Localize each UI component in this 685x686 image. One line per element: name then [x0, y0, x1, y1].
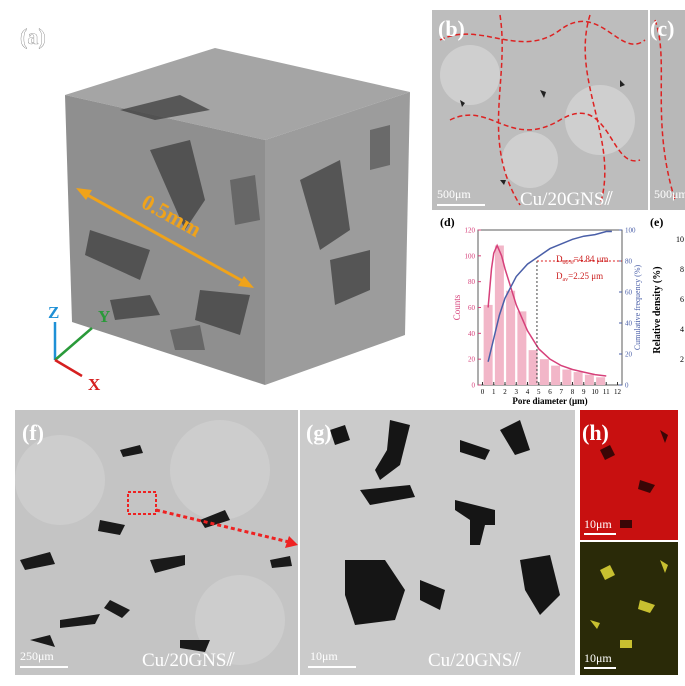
y-tick-label: 60	[468, 304, 476, 312]
x-tick-label: 0	[481, 388, 485, 396]
y-axis-label: Relative density (%)	[652, 266, 663, 353]
y-tick-label: 100	[465, 252, 476, 260]
axis-y: Y	[98, 307, 110, 326]
sem-image: (c) 500μm	[650, 10, 685, 210]
bar	[539, 359, 549, 385]
y-tick-label: 20	[468, 356, 476, 364]
y-tick-label: 40	[468, 330, 476, 338]
panel-label: (c)	[650, 16, 674, 41]
panel-label: (h)	[582, 420, 609, 445]
x-tick-label: 8	[571, 388, 575, 396]
sem-image	[300, 410, 575, 675]
panel-label: (b)	[438, 16, 465, 41]
line	[487, 243, 607, 377]
y2-tick-label: 20	[625, 351, 633, 359]
bar	[551, 365, 561, 385]
tick-label: 10	[676, 235, 684, 244]
x-tick-label: 1	[492, 388, 496, 396]
panel-label: (f)	[22, 420, 44, 445]
cube-image	[65, 48, 410, 385]
y2-tick-label: 80	[625, 258, 633, 266]
annotation: Dav=2.25 μm	[556, 271, 603, 283]
bar	[562, 369, 572, 385]
annotation-main: D	[556, 271, 563, 281]
caption: Cu/20GNS⫽	[142, 650, 235, 671]
y-axis-label: Counts	[452, 294, 462, 320]
annotation-main: D	[556, 254, 563, 264]
x-tick-label: 7	[560, 388, 564, 396]
x-tick-label: 10	[592, 388, 600, 396]
annotation-sub: av	[563, 277, 569, 283]
annotation: D80%=4.84 μm	[556, 254, 608, 266]
tick-label: 4	[680, 325, 684, 334]
sem-image	[15, 410, 298, 675]
axis-x: X	[88, 375, 101, 394]
x-axis-label: Pore diameter (μm)	[512, 396, 587, 406]
bar	[506, 290, 516, 385]
panel-label: (a)	[20, 24, 46, 49]
bar	[517, 311, 527, 385]
y2-tick-label: 40	[625, 320, 633, 328]
panel-label: (g)	[306, 420, 332, 445]
tick-label: 6	[680, 295, 684, 304]
x-tick-label: 2	[503, 388, 507, 396]
scale-text: 500μm	[654, 187, 685, 201]
scale-text: 10μm	[584, 517, 612, 531]
x-tick-label: 6	[548, 388, 552, 396]
x-tick-label: 11	[603, 388, 610, 396]
axis-triad	[53, 322, 93, 378]
caption: Cu/20GNS⫽	[428, 650, 521, 671]
x-tick-label: 9	[582, 388, 586, 396]
y-tick-label: 0	[472, 382, 476, 390]
bar	[573, 372, 583, 385]
annotation-rest: =2.25 μm	[568, 271, 603, 281]
annotation-rest: =4.84 μm	[574, 254, 609, 264]
bar	[584, 374, 594, 385]
bar	[528, 350, 538, 385]
line	[487, 230, 612, 362]
x-tick-label: 12	[614, 388, 622, 396]
x-tick-label: 3	[515, 388, 519, 396]
scale-arrow	[76, 188, 254, 288]
scale-text: 500μm	[437, 187, 471, 201]
scale-text: 10μm	[584, 651, 612, 665]
panel-label: (d)	[440, 215, 455, 229]
scale-text: 250μm	[20, 649, 54, 663]
eds-map	[580, 410, 678, 675]
y-tick-label: 80	[468, 278, 476, 286]
panel-label: (e)	[650, 215, 663, 229]
y2-tick-label: 60	[625, 289, 633, 297]
y2-tick-label: 0	[625, 382, 629, 390]
caption: Cu/20GNS⫽	[520, 189, 613, 210]
x-tick-label: 4	[526, 388, 530, 396]
tick-label: 8	[680, 265, 684, 274]
tick-label: 2	[680, 355, 684, 364]
bar	[483, 304, 493, 385]
y2-axis-label: Cumulative frequency (%)	[633, 265, 642, 351]
y2-tick-label: 100	[625, 227, 636, 235]
y-tick-label: 120	[465, 227, 476, 235]
bar	[596, 377, 606, 385]
axis-z: Z	[48, 303, 59, 322]
annotation-sub: 80%	[563, 260, 574, 266]
sem-image	[432, 10, 648, 210]
x-tick-label: 5	[537, 388, 541, 396]
panel-e: (e) Relative density (%) 10 8 6 4 2	[650, 215, 684, 364]
scale-text: 10μm	[310, 649, 338, 663]
